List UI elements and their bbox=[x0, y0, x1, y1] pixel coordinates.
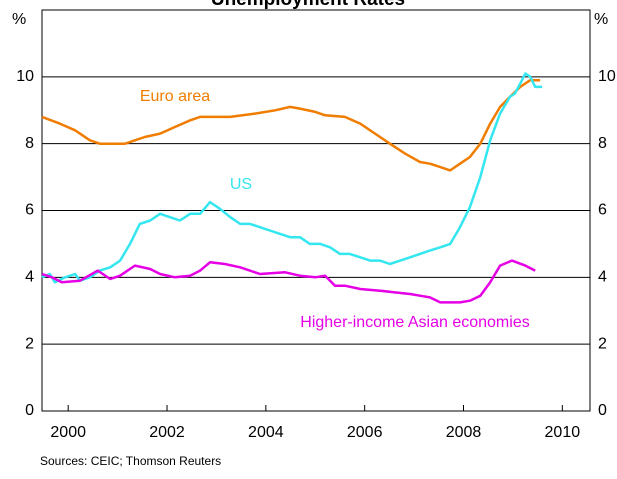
chart-title: Unemployment Rates bbox=[211, 0, 405, 10]
y2-tick-label: 0 bbox=[598, 402, 607, 419]
x-tick-label: 2004 bbox=[248, 424, 284, 441]
y-unit-right: % bbox=[594, 11, 608, 28]
source-note: Sources: CEIC; Thomson Reuters bbox=[40, 454, 221, 468]
series-line bbox=[41, 78, 541, 172]
x-tick-label: 2000 bbox=[50, 424, 86, 441]
y-tick-label: 8 bbox=[25, 135, 34, 152]
y-tick-label: 4 bbox=[25, 269, 34, 286]
series-label: Higher-income Asian economies bbox=[300, 314, 529, 331]
y-tick-label: 2 bbox=[25, 335, 34, 352]
x-tick-label: 2006 bbox=[347, 424, 383, 441]
x-tick-label: 2008 bbox=[446, 424, 482, 441]
series-line bbox=[41, 259, 536, 304]
x-tick-label: 2010 bbox=[545, 424, 581, 441]
y-unit-left: % bbox=[12, 11, 26, 28]
y-tick-label: 6 bbox=[25, 202, 34, 219]
y2-tick-label: 2 bbox=[598, 335, 607, 352]
y-tick-label: 10 bbox=[16, 68, 34, 85]
y-tick-label: 0 bbox=[25, 402, 34, 419]
x-tick-label: 2002 bbox=[149, 424, 185, 441]
y2-tick-label: 10 bbox=[598, 68, 616, 85]
series-label: US bbox=[230, 176, 252, 193]
series-label: Euro area bbox=[140, 88, 210, 105]
y2-tick-label: 4 bbox=[598, 269, 607, 286]
plot-border bbox=[41, 9, 591, 412]
series-line bbox=[41, 72, 543, 284]
y2-tick-label: 6 bbox=[598, 202, 607, 219]
y2-tick-label: 8 bbox=[598, 135, 607, 152]
